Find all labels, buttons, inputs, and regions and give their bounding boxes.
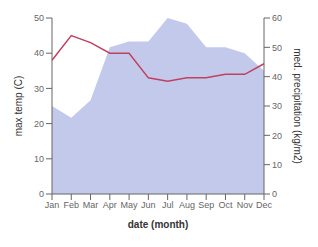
svg-text:Aug: Aug: [179, 200, 195, 210]
svg-text:date (month): date (month): [128, 219, 189, 230]
svg-text:60: 60: [272, 13, 282, 23]
svg-text:Apr: Apr: [103, 200, 117, 210]
svg-text:0: 0: [39, 189, 44, 199]
svg-text:20: 20: [34, 119, 44, 129]
svg-text:Oct: Oct: [218, 200, 233, 210]
svg-text:50: 50: [34, 13, 44, 23]
svg-text:May: May: [121, 200, 139, 210]
svg-text:med. precipitation (kg/m2): med. precipitation (kg/m2): [292, 48, 303, 164]
svg-text:Sep: Sep: [198, 200, 214, 210]
svg-text:40: 40: [272, 72, 282, 82]
svg-text:Feb: Feb: [64, 200, 80, 210]
svg-text:30: 30: [34, 84, 44, 94]
svg-text:Mar: Mar: [83, 200, 99, 210]
svg-text:50: 50: [272, 43, 282, 53]
svg-text:30: 30: [272, 101, 282, 111]
svg-text:Nov: Nov: [237, 200, 254, 210]
svg-text:10: 10: [34, 154, 44, 164]
svg-text:max temp (C): max temp (C): [13, 76, 24, 137]
svg-text:0: 0: [272, 189, 277, 199]
svg-text:Jul: Jul: [162, 200, 174, 210]
svg-text:20: 20: [272, 131, 282, 141]
svg-text:40: 40: [34, 48, 44, 58]
svg-text:Jan: Jan: [45, 200, 60, 210]
svg-text:Jun: Jun: [141, 200, 156, 210]
svg-text:Dec: Dec: [256, 200, 273, 210]
svg-text:10: 10: [272, 160, 282, 170]
